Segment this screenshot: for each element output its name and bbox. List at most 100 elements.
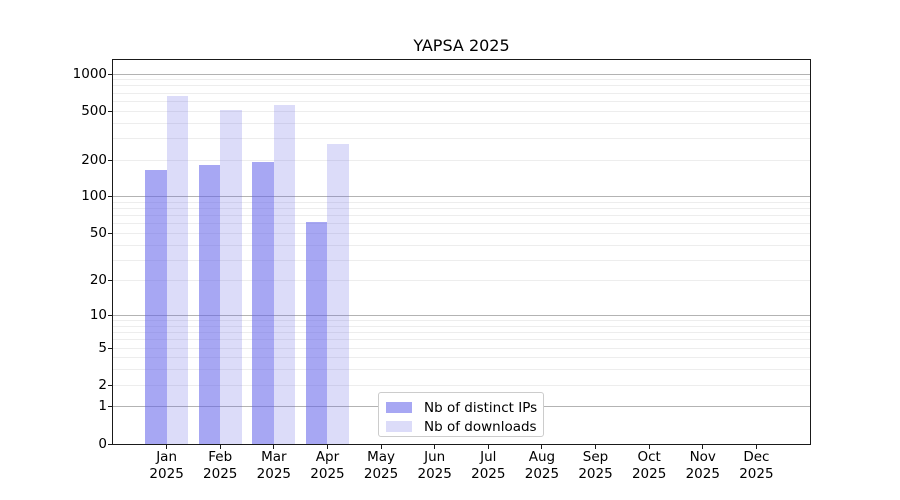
bar-nb-of-downloads-feb bbox=[220, 109, 242, 444]
gridline-minor bbox=[113, 347, 810, 349]
y-tick-mark bbox=[108, 443, 113, 445]
gridline-minor bbox=[113, 159, 810, 161]
gridline-minor bbox=[113, 357, 810, 359]
gridline-minor bbox=[113, 280, 810, 282]
bar-nb-of-distinct-ips-feb bbox=[198, 165, 221, 444]
y-tick-label: 50 bbox=[89, 224, 107, 241]
legend: Nb of distinct IPs Nb of downloads bbox=[378, 392, 544, 437]
x-tick-mark bbox=[755, 444, 757, 449]
x-tick-year-label: 2025 bbox=[471, 465, 506, 482]
y-tick-label: 100 bbox=[81, 188, 107, 205]
x-tick-mark bbox=[166, 444, 168, 449]
x-tick-label-oct: Oct 2025 bbox=[617, 449, 681, 482]
x-tick-label-nov: Nov 2025 bbox=[671, 449, 735, 482]
gridline-minor bbox=[113, 92, 810, 94]
x-tick-mark bbox=[595, 444, 597, 449]
x-tick-year-label: 2025 bbox=[631, 465, 667, 482]
y-tick-mark bbox=[108, 406, 113, 408]
gridline-minor bbox=[113, 325, 810, 327]
bar-nb-of-distinct-ips-mar bbox=[252, 162, 274, 444]
legend-label-downloads: Nb of downloads bbox=[424, 418, 537, 435]
gridline-minor bbox=[113, 85, 810, 87]
gridline-minor bbox=[113, 137, 810, 139]
x-tick-label-mar: Mar 2025 bbox=[242, 449, 306, 482]
x-tick-mark bbox=[487, 444, 489, 449]
legend-item-distinct-ips: Nb of distinct IPs bbox=[386, 398, 538, 417]
gridline-major bbox=[113, 73, 810, 75]
y-tick-mark bbox=[108, 232, 113, 234]
y-tick-mark bbox=[108, 347, 113, 349]
y-tick-mark bbox=[108, 196, 113, 198]
y-tick-label: 200 bbox=[81, 151, 107, 168]
y-tick-label: 20 bbox=[89, 272, 107, 289]
gridline-minor bbox=[113, 223, 810, 225]
bar-nb-of-downloads-jan bbox=[166, 96, 189, 444]
y-tick-label: 5 bbox=[98, 339, 107, 356]
bar-nb-of-distinct-ips-jan bbox=[145, 170, 167, 444]
x-tick-label-feb: Feb 2025 bbox=[188, 449, 252, 482]
chart-title: YAPSA 2025 bbox=[413, 36, 510, 55]
y-tick-label: 2 bbox=[98, 376, 107, 393]
y-tick-mark bbox=[108, 110, 113, 112]
gridline-minor bbox=[113, 208, 810, 210]
legend-label-distinct-ips: Nb of distinct IPs bbox=[424, 399, 538, 416]
x-tick-year-label: 2025 bbox=[149, 465, 184, 482]
gridline-major bbox=[113, 196, 810, 198]
x-tick-label-may: May 2025 bbox=[349, 449, 413, 482]
y-tick-label: 1000 bbox=[72, 65, 107, 82]
y-tick-label: 0 bbox=[98, 435, 107, 452]
x-tick-mark bbox=[434, 444, 436, 449]
y-tick-label: 500 bbox=[81, 102, 107, 119]
gridline-minor bbox=[113, 259, 810, 261]
legend-swatch-downloads-icon bbox=[386, 421, 412, 432]
x-tick-mark bbox=[273, 444, 275, 449]
gridline-major bbox=[113, 315, 810, 317]
x-tick-year-label: 2025 bbox=[578, 465, 613, 482]
y-tick-mark bbox=[108, 159, 113, 161]
gridline-minor bbox=[113, 320, 810, 322]
gridline-minor bbox=[113, 244, 810, 246]
bar-nb-of-downloads-apr bbox=[327, 144, 349, 444]
x-tick-year-label: 2025 bbox=[417, 465, 452, 482]
x-tick-label-jan: Jan 2025 bbox=[135, 449, 199, 482]
gridline-minor bbox=[113, 79, 810, 81]
x-tick-label-sep: Sep 2025 bbox=[564, 449, 628, 482]
gridline-minor bbox=[113, 122, 810, 124]
x-tick-year-label: 2025 bbox=[363, 465, 399, 482]
x-tick-label-jun: Jun 2025 bbox=[403, 449, 467, 482]
plot-area: Nb of distinct IPs Nb of downloads bbox=[112, 59, 811, 445]
y-tick-mark bbox=[108, 280, 113, 282]
gridline-minor bbox=[113, 332, 810, 334]
x-tick-mark bbox=[219, 444, 221, 449]
gridline-minor bbox=[113, 201, 810, 203]
x-tick-mark bbox=[702, 444, 704, 449]
x-tick-mark bbox=[326, 444, 328, 449]
gridline-minor bbox=[113, 369, 810, 371]
gridline-minor bbox=[113, 384, 810, 386]
x-tick-mark bbox=[380, 444, 382, 449]
x-tick-year-label: 2025 bbox=[256, 465, 292, 482]
x-tick-year-label: 2025 bbox=[739, 465, 774, 482]
gridline-minor bbox=[113, 215, 810, 217]
y-tick-label: 10 bbox=[89, 307, 107, 324]
y-tick-label: 1 bbox=[98, 398, 107, 415]
x-tick-label-jul: Jul 2025 bbox=[456, 449, 520, 482]
x-tick-label-apr: Apr 2025 bbox=[295, 449, 359, 482]
gridline-minor bbox=[113, 110, 810, 112]
bar-nb-of-distinct-ips-apr bbox=[306, 222, 328, 444]
x-tick-mark bbox=[541, 444, 543, 449]
legend-item-downloads: Nb of downloads bbox=[386, 417, 537, 436]
x-tick-year-label: 2025 bbox=[203, 465, 238, 482]
gridline-minor bbox=[113, 232, 810, 234]
y-tick-mark bbox=[108, 315, 113, 317]
x-tick-year-label: 2025 bbox=[685, 465, 720, 482]
gridline-minor bbox=[113, 100, 810, 102]
x-tick-label-dec: Dec 2025 bbox=[724, 449, 788, 482]
x-tick-mark bbox=[648, 444, 650, 449]
y-tick-mark bbox=[108, 73, 113, 75]
x-tick-year-label: 2025 bbox=[524, 465, 560, 482]
legend-swatch-distinct-ips-icon bbox=[386, 402, 412, 413]
y-tick-mark bbox=[108, 384, 113, 386]
bar-nb-of-downloads-mar bbox=[273, 105, 296, 444]
